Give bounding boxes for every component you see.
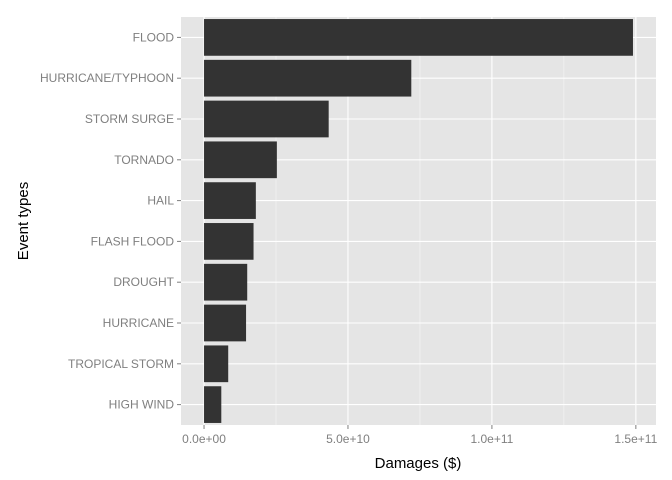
bar bbox=[204, 386, 222, 423]
x-axis: 0.0e+00 5.0e+10 1.0e+11 1.5e+11 bbox=[182, 425, 658, 446]
bar bbox=[204, 19, 633, 56]
bar bbox=[204, 59, 412, 97]
bar bbox=[204, 141, 277, 179]
x-tick-label: 1.0e+11 bbox=[470, 432, 513, 446]
y-tick-label: FLASH FLOOD bbox=[91, 234, 175, 248]
bars bbox=[204, 19, 633, 423]
x-axis-title: Damages ($) bbox=[375, 455, 462, 472]
y-tick-label: HURRICANE/TYPHOON bbox=[40, 71, 174, 85]
y-tick-label: TORNADO bbox=[114, 153, 174, 167]
bar bbox=[204, 263, 248, 301]
y-tick-label: DROUGHT bbox=[113, 275, 174, 289]
y-axis-title: Event types bbox=[15, 182, 32, 260]
y-tick-label: STORM SURGE bbox=[85, 112, 174, 126]
bar bbox=[204, 223, 254, 260]
bar bbox=[204, 182, 256, 219]
y-tick-label: HAIL bbox=[147, 194, 174, 208]
bar bbox=[204, 100, 329, 138]
x-tick-label: 5.0e+10 bbox=[326, 432, 370, 446]
bar bbox=[204, 304, 247, 342]
bar bbox=[204, 345, 229, 383]
x-tick-label: 0.0e+00 bbox=[182, 432, 226, 446]
y-tick-label: HURRICANE bbox=[103, 316, 174, 330]
x-tick-label: 1.5e+11 bbox=[614, 432, 657, 446]
y-tick-label: TROPICAL STORM bbox=[68, 357, 174, 371]
y-axis: FLOOD HURRICANE/TYPHOON STORM SURGE TORNADO… bbox=[40, 30, 181, 412]
y-tick-label: FLOOD bbox=[133, 30, 175, 44]
y-tick-label: HIGH WIND bbox=[109, 398, 175, 412]
